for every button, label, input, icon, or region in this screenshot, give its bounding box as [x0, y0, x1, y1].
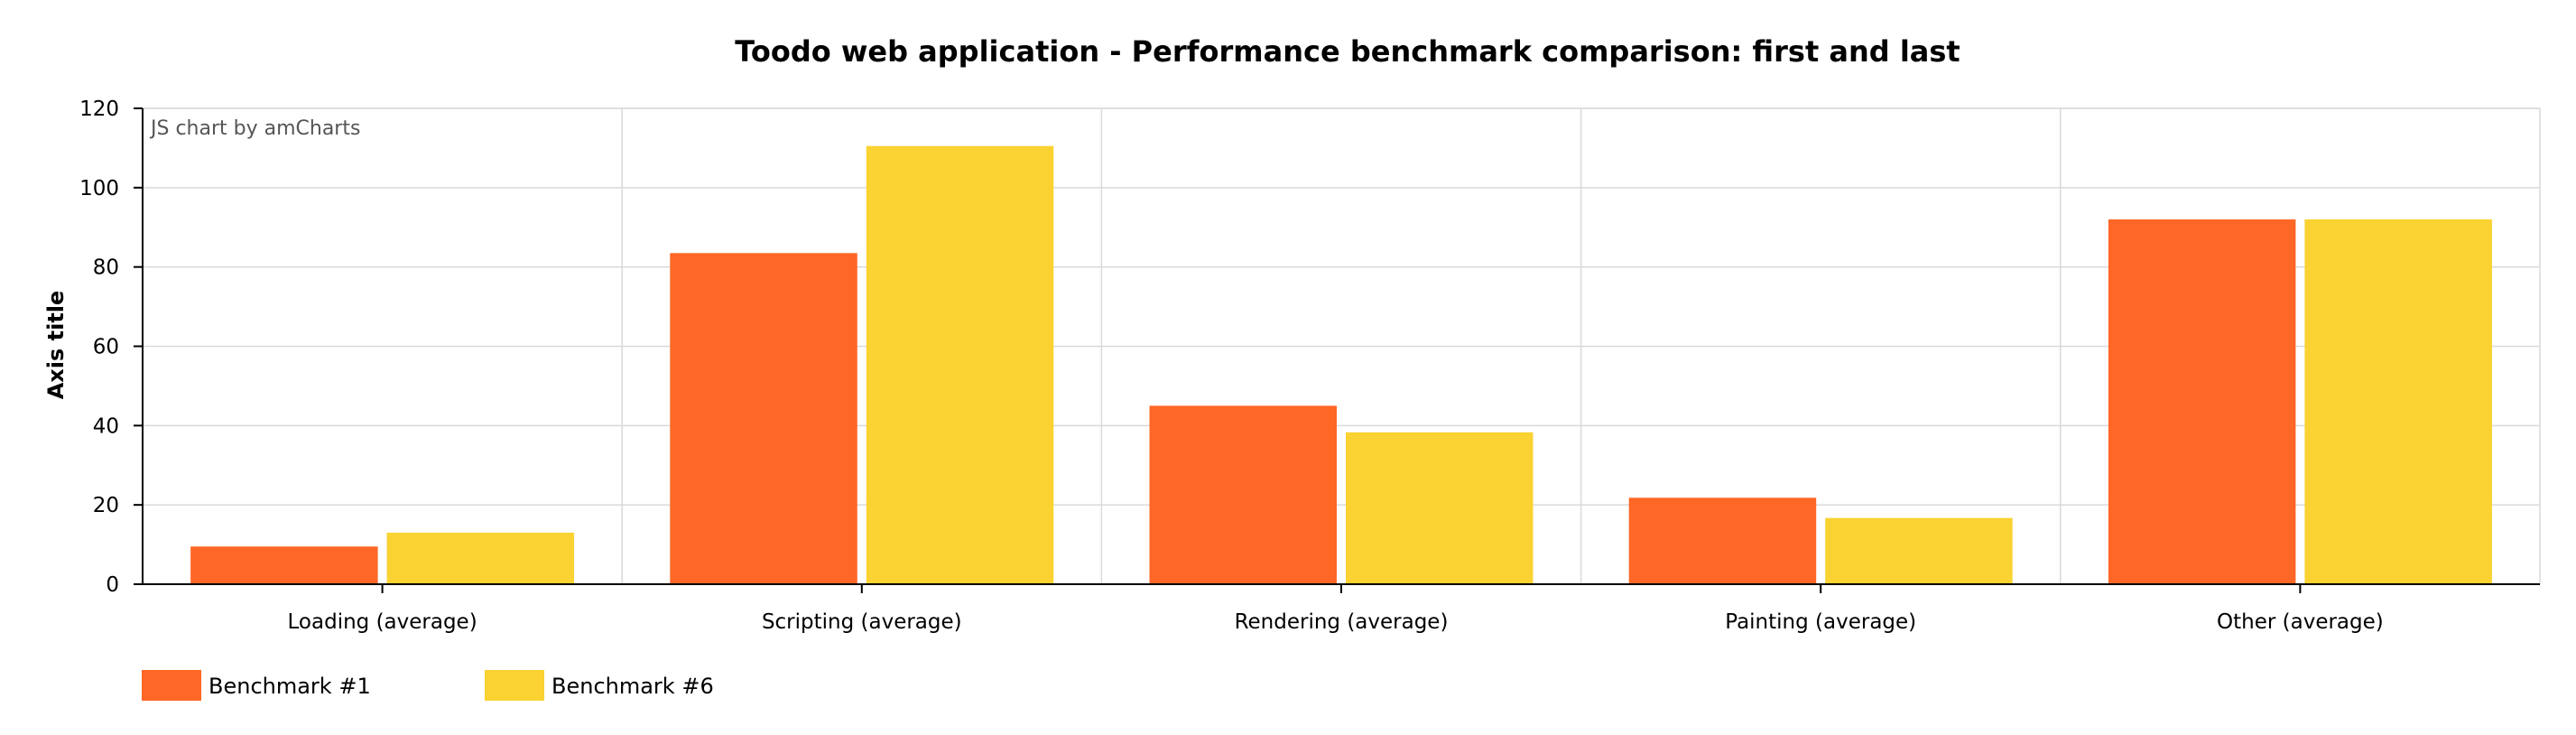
y-tick-label: 20: [93, 494, 119, 517]
y-tick-label: 100: [79, 177, 119, 200]
y-tick-label: 60: [93, 336, 119, 359]
bar-2-4[interactable]: [1825, 517, 2013, 584]
y-tick-label: 40: [93, 414, 119, 438]
legend-label-1[interactable]: Benchmark #1: [208, 674, 371, 699]
legend-label-2[interactable]: Benchmark #6: [551, 674, 714, 699]
x-tick-label: Other (average): [2217, 610, 2384, 634]
legend-swatch-1[interactable]: [142, 670, 201, 701]
bar-2-3[interactable]: [1346, 432, 1534, 584]
y-tick-label: 0: [106, 573, 119, 597]
bars: [190, 145, 2492, 585]
bar-1-3[interactable]: [1149, 405, 1337, 584]
legend: Benchmark #1 Benchmark #6: [142, 670, 714, 701]
bar-2-5[interactable]: [2304, 219, 2492, 584]
y-axis-title: Axis title: [43, 291, 69, 400]
axes: 0 20 40 60 80 100 120 Loading (average) Scriptin…: [79, 98, 2540, 634]
y-tick-label: 80: [93, 256, 119, 280]
chart-title: Toodo web application - Performance benc…: [735, 34, 1960, 69]
x-tick-label: Loading (average): [288, 610, 477, 634]
bar-1-4[interactable]: [1628, 498, 1817, 584]
bar-1-1[interactable]: [190, 546, 378, 584]
x-tick-label: Scripting (average): [762, 610, 962, 634]
chart-credit[interactable]: JS chart by amCharts: [149, 117, 360, 140]
bar-1-2[interactable]: [670, 253, 857, 584]
y-tick-label: 120: [79, 98, 119, 121]
bar-1-5[interactable]: [2108, 219, 2296, 584]
x-tick-label: Painting (average): [1725, 610, 1916, 634]
bar-2-2[interactable]: [866, 145, 1054, 585]
legend-swatch-2[interactable]: [485, 670, 544, 701]
bar-2-1[interactable]: [386, 532, 575, 584]
x-tick-label: Rendering (average): [1235, 610, 1449, 634]
